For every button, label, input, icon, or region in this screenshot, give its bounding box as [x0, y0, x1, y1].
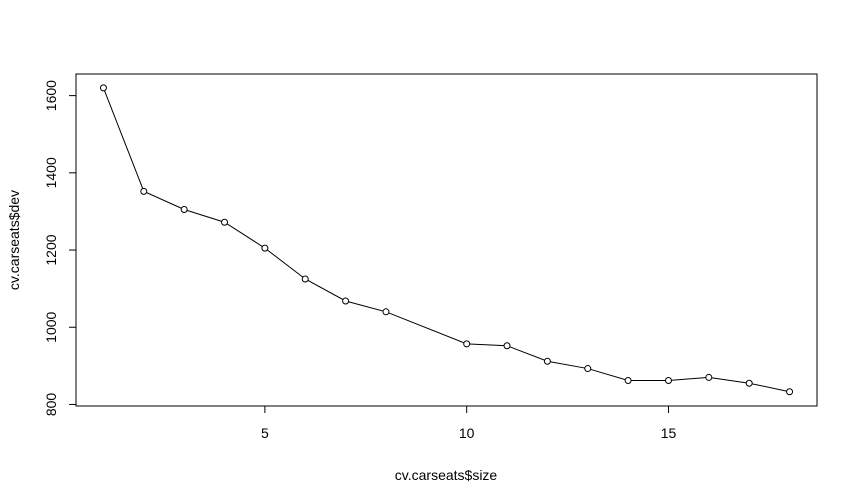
x-tick-label: 10	[459, 425, 475, 441]
y-axis-label: cv.carseats$dev	[6, 190, 22, 290]
data-point	[745, 379, 753, 387]
x-axis: 5 10 15	[103, 405, 790, 441]
data-point	[664, 377, 672, 385]
y-tick-label: 1000	[43, 311, 59, 342]
y-tick-label: 800	[43, 393, 59, 417]
data-point	[261, 244, 269, 252]
data-point	[503, 342, 511, 350]
data-point	[543, 357, 551, 365]
y-axis: 800 1000 1200 1400 1600	[43, 80, 77, 417]
y-tick-label: 1200	[43, 234, 59, 265]
plot-frame	[75, 73, 818, 407]
data-point	[463, 340, 471, 348]
x-tick-label: 5	[261, 425, 269, 441]
data-point	[584, 365, 592, 373]
data-points	[99, 84, 794, 396]
data-point	[786, 388, 794, 396]
data-point	[382, 308, 390, 316]
data-point	[99, 84, 107, 92]
x-tick-label: 15	[661, 425, 677, 441]
data-point	[180, 206, 188, 214]
y-tick-label: 1600	[43, 80, 59, 111]
data-point	[221, 218, 229, 226]
data-point	[705, 373, 713, 381]
data-point	[140, 187, 148, 195]
y-tick-label: 1400	[43, 157, 59, 188]
data-point	[624, 377, 632, 385]
data-point	[301, 275, 309, 283]
series-line	[102, 87, 790, 393]
data-point	[342, 297, 350, 305]
x-axis-label: cv.carseats$size	[395, 467, 498, 483]
